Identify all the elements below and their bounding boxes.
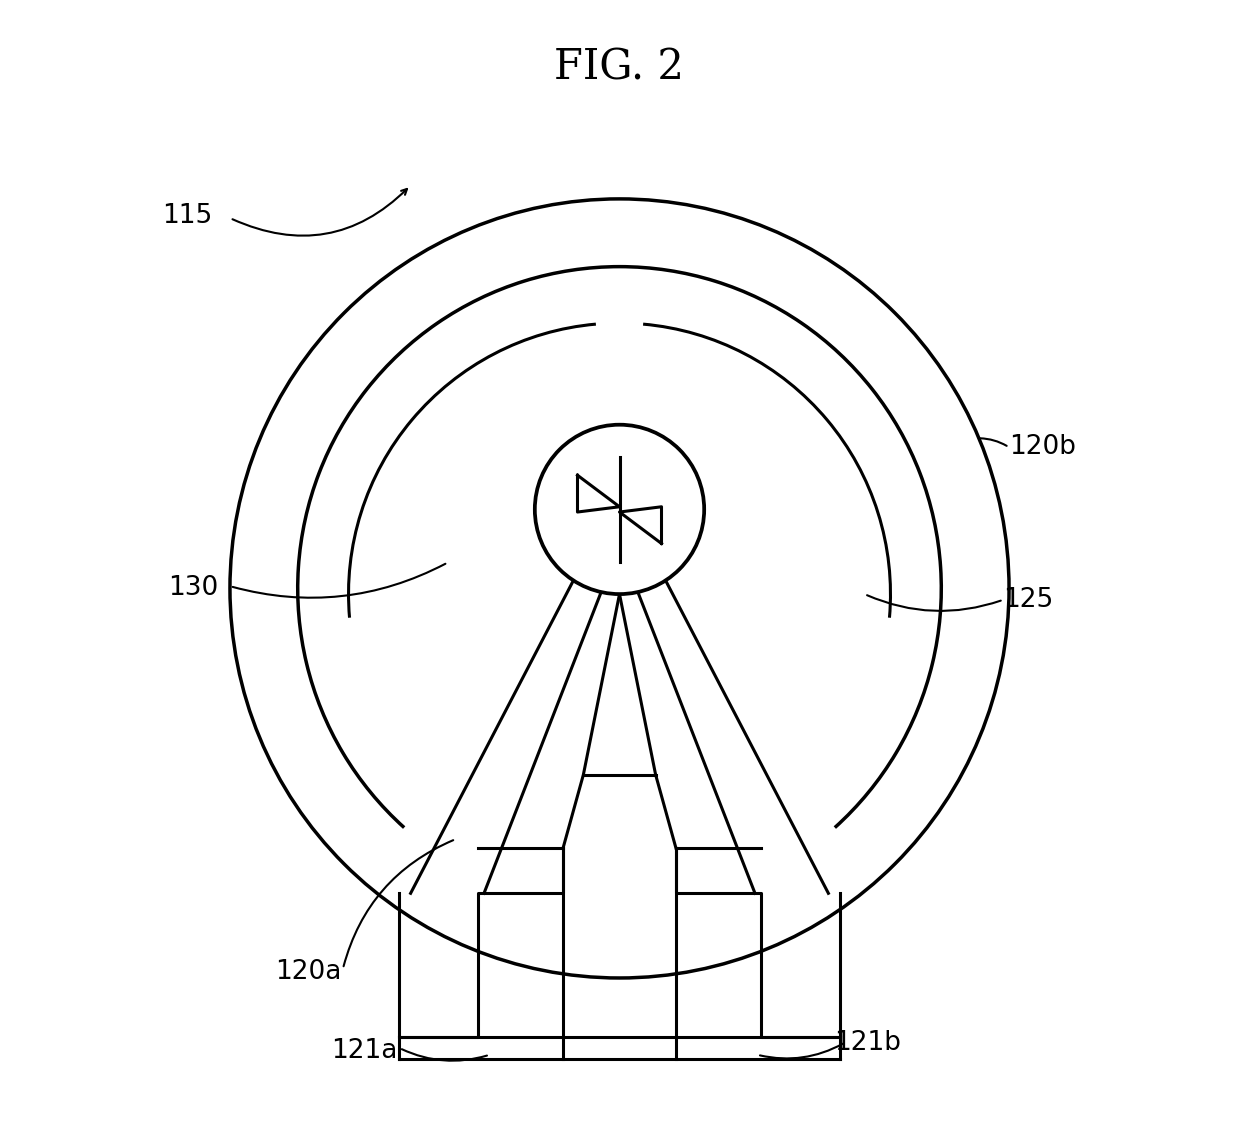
- Text: 121a: 121a: [332, 1038, 398, 1064]
- Text: 120b: 120b: [1009, 434, 1075, 461]
- Text: 120a: 120a: [275, 959, 342, 985]
- Text: FIG. 2: FIG. 2: [555, 47, 684, 88]
- Circle shape: [535, 425, 704, 594]
- Text: 125: 125: [1004, 586, 1053, 613]
- Text: 115: 115: [162, 202, 212, 229]
- Text: 130: 130: [167, 575, 218, 601]
- Text: 121b: 121b: [834, 1031, 901, 1056]
